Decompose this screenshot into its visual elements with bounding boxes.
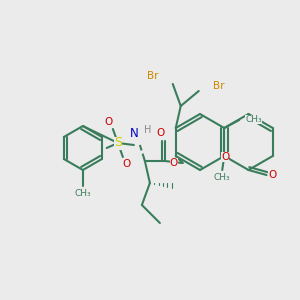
Text: CH₃: CH₃: [75, 188, 91, 197]
Text: CH₃: CH₃: [245, 115, 262, 124]
Text: Br: Br: [147, 71, 159, 81]
Text: O: O: [268, 170, 277, 180]
Text: O: O: [157, 128, 165, 138]
Text: CH₃: CH₃: [214, 172, 231, 182]
Text: S: S: [114, 136, 122, 149]
Text: Br: Br: [213, 81, 224, 91]
Text: O: O: [169, 158, 178, 168]
Text: N: N: [130, 127, 138, 140]
Text: O: O: [221, 152, 230, 162]
Text: O: O: [123, 159, 131, 169]
Text: O: O: [105, 117, 113, 127]
Text: H: H: [144, 125, 151, 135]
